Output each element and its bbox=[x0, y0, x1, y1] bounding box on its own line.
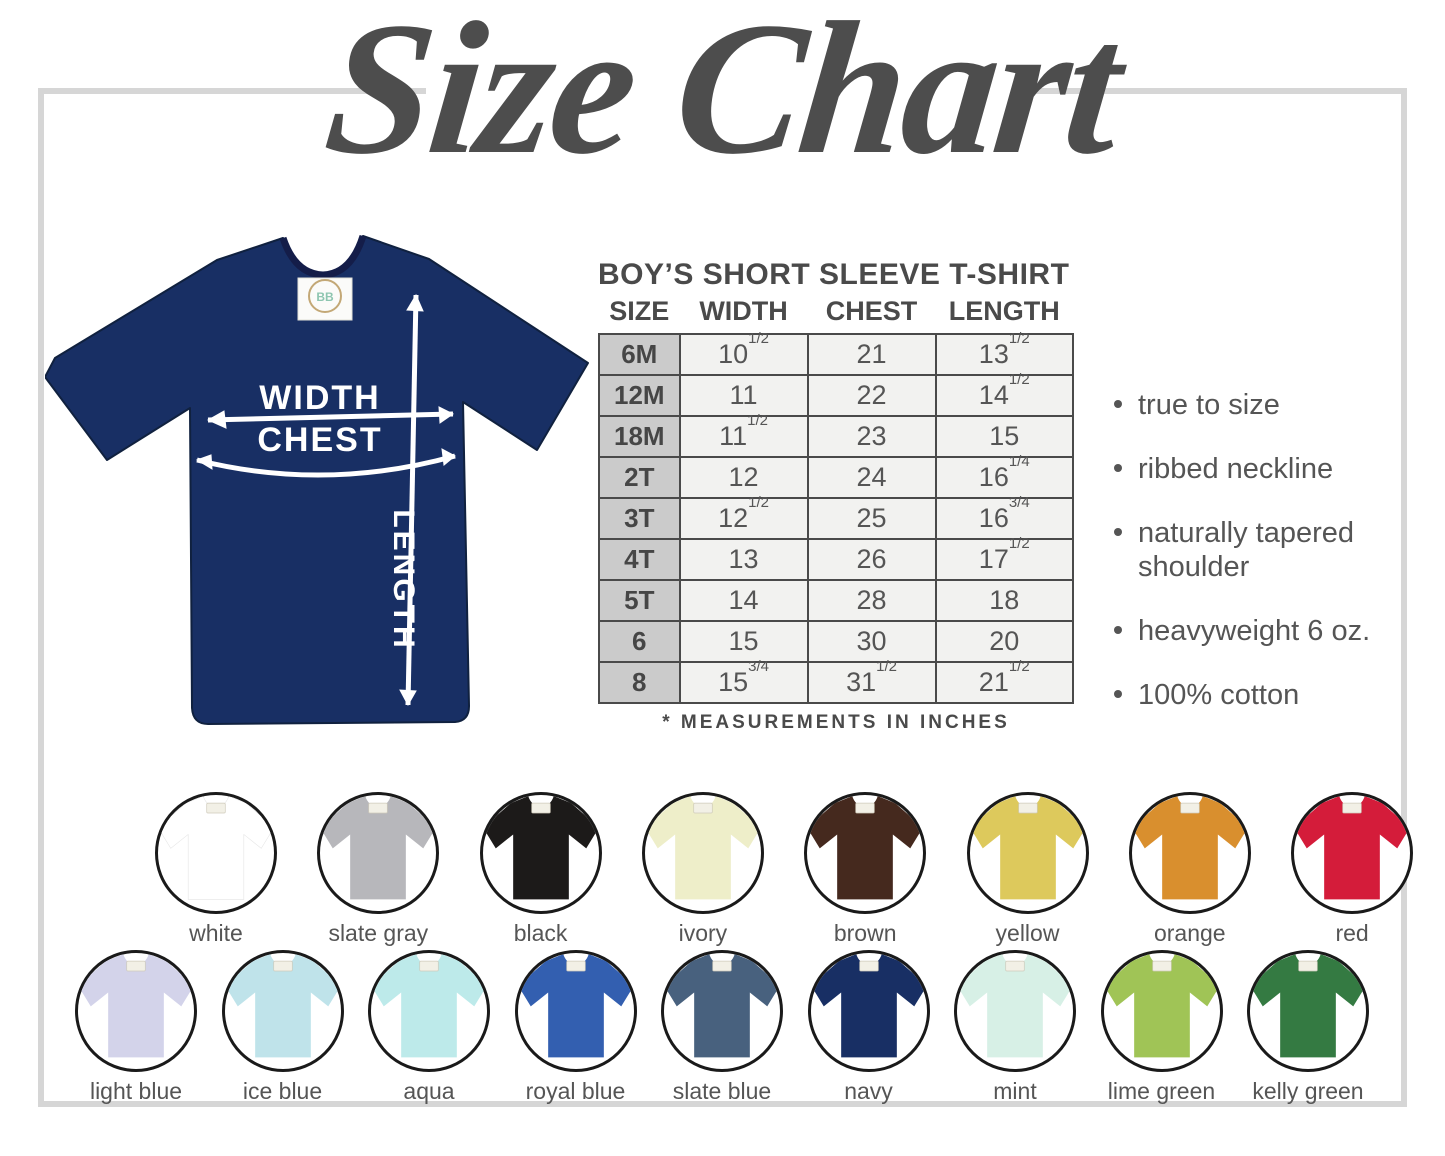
svg-text:LENGTH: LENGTH bbox=[387, 509, 420, 650]
svg-text:WIDTH: WIDTH bbox=[259, 379, 380, 417]
svg-text:BB: BB bbox=[316, 290, 334, 304]
svg-text:CHEST: CHEST bbox=[257, 421, 382, 459]
